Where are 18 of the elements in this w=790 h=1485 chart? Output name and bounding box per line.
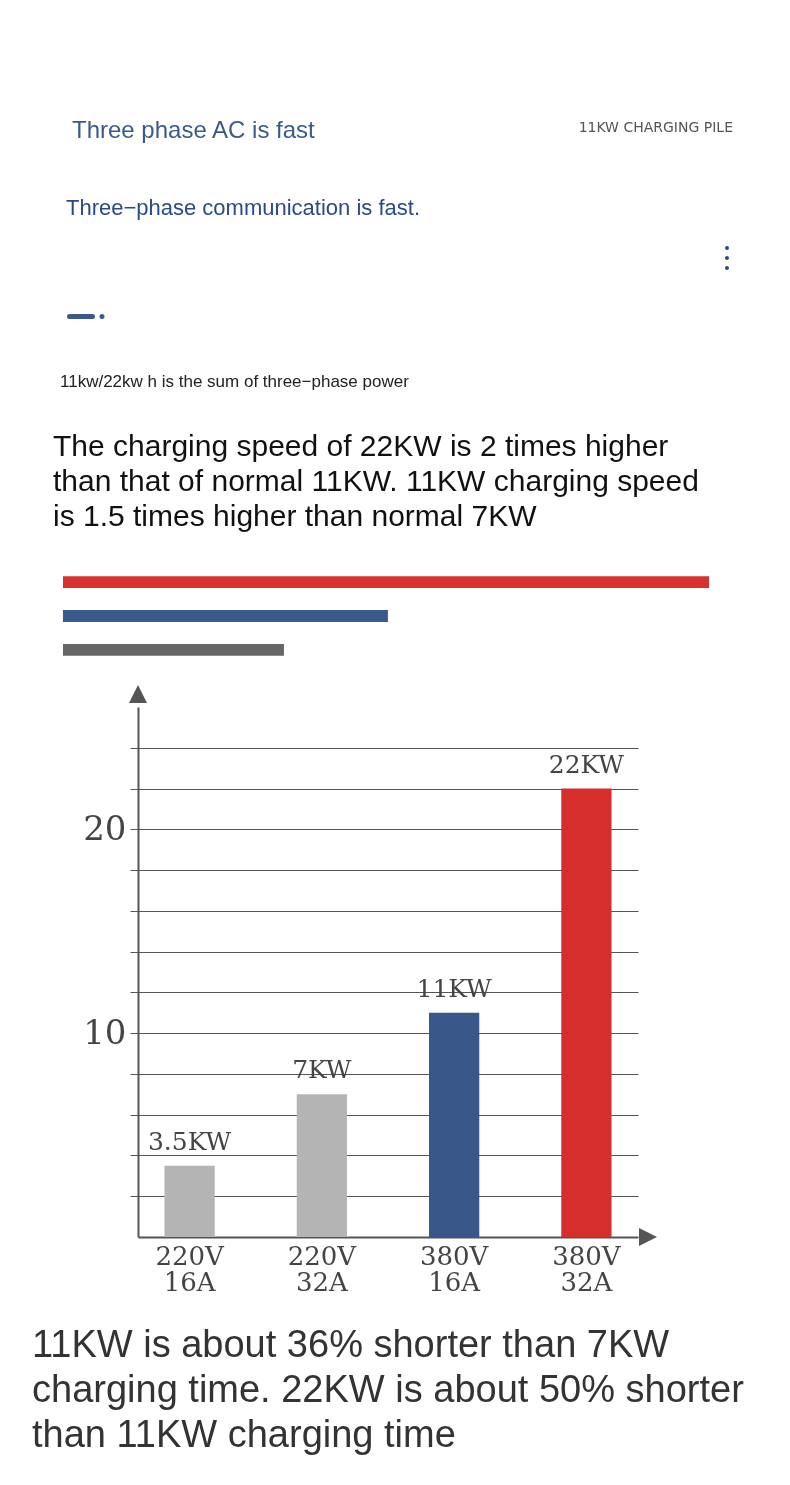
bar [561,788,612,1237]
text: 11KW is about 36% shorter than 7KW charging time. 22KW is about 50% shorter than 11KW charging time [32,1322,745,1457]
x-tick-label: 220V 32A [287,1240,358,1297]
data-label: 22KW [548,749,625,779]
x-tick-label: 220V 16A [155,1240,226,1297]
y-tick-label: 10 [83,1011,127,1052]
x-tick-label: 380V 16A [419,1240,490,1297]
chart-title: Three phase AC is fast [72,116,315,144]
text: 11KW CHARGING PILE [578,119,733,135]
y-tick-label: 20 [83,807,127,848]
bar [164,1165,215,1237]
chart-subtitle: Three−phase communication is fast. [66,195,421,221]
x-tick-label: 380V 32A [552,1240,622,1297]
text: 11kw/22kw h is the sum of three−phase power [60,372,409,392]
bar [296,1094,347,1237]
text: The charging speed of 22KW is 2 times higher than that of normal 11KW. 11KW charging speed is 1.5 times higher than normal 7KW [53,428,700,533]
data-label: 3.5KW [147,1126,232,1156]
bar [429,1012,480,1237]
